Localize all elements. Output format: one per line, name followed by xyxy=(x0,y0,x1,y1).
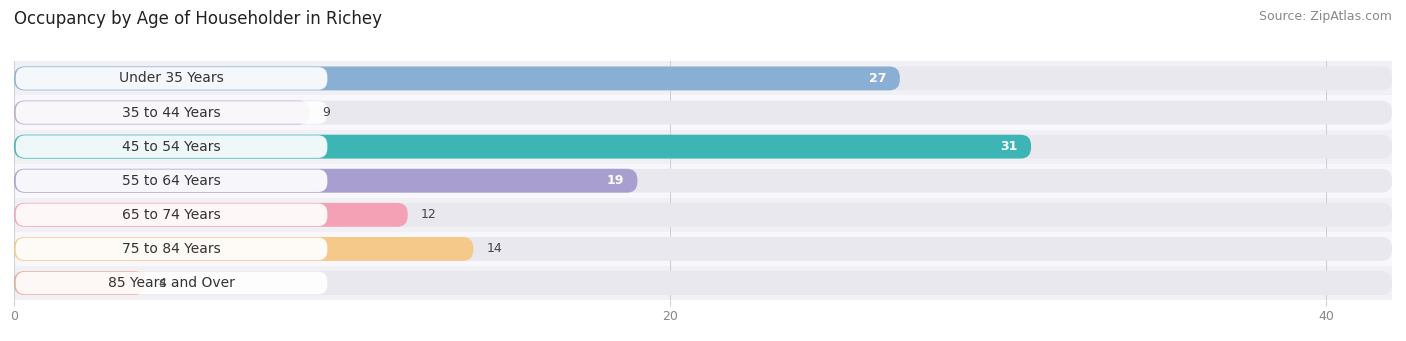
Text: 12: 12 xyxy=(420,208,437,221)
FancyBboxPatch shape xyxy=(14,66,1392,90)
FancyBboxPatch shape xyxy=(14,237,474,261)
FancyBboxPatch shape xyxy=(14,271,1392,295)
Text: 27: 27 xyxy=(869,72,887,85)
Text: 45 to 54 Years: 45 to 54 Years xyxy=(122,139,221,154)
Text: Under 35 Years: Under 35 Years xyxy=(120,71,224,86)
Text: 55 to 64 Years: 55 to 64 Years xyxy=(122,174,221,188)
FancyBboxPatch shape xyxy=(14,101,309,124)
Text: 19: 19 xyxy=(607,174,624,187)
Text: Occupancy by Age of Householder in Richey: Occupancy by Age of Householder in Riche… xyxy=(14,10,382,28)
Text: 9: 9 xyxy=(322,106,330,119)
Text: Source: ZipAtlas.com: Source: ZipAtlas.com xyxy=(1258,10,1392,23)
FancyBboxPatch shape xyxy=(14,271,145,295)
FancyBboxPatch shape xyxy=(14,135,1031,159)
FancyBboxPatch shape xyxy=(14,169,1392,193)
FancyBboxPatch shape xyxy=(14,203,408,227)
FancyBboxPatch shape xyxy=(0,232,1406,266)
Text: 35 to 44 Years: 35 to 44 Years xyxy=(122,105,221,120)
FancyBboxPatch shape xyxy=(14,66,900,90)
Text: 14: 14 xyxy=(486,242,502,255)
FancyBboxPatch shape xyxy=(15,238,328,260)
FancyBboxPatch shape xyxy=(15,101,328,124)
Text: 31: 31 xyxy=(1001,140,1018,153)
FancyBboxPatch shape xyxy=(15,204,328,226)
FancyBboxPatch shape xyxy=(14,101,1392,124)
Text: 4: 4 xyxy=(159,277,166,290)
FancyBboxPatch shape xyxy=(0,198,1406,232)
FancyBboxPatch shape xyxy=(15,135,328,158)
FancyBboxPatch shape xyxy=(15,272,328,294)
FancyBboxPatch shape xyxy=(14,203,1392,227)
FancyBboxPatch shape xyxy=(0,130,1406,164)
FancyBboxPatch shape xyxy=(0,164,1406,198)
FancyBboxPatch shape xyxy=(15,67,328,90)
FancyBboxPatch shape xyxy=(15,169,328,192)
FancyBboxPatch shape xyxy=(0,266,1406,300)
Text: 85 Years and Over: 85 Years and Over xyxy=(108,276,235,290)
FancyBboxPatch shape xyxy=(14,237,1392,261)
FancyBboxPatch shape xyxy=(0,61,1406,95)
Text: 75 to 84 Years: 75 to 84 Years xyxy=(122,242,221,256)
FancyBboxPatch shape xyxy=(14,135,1392,159)
FancyBboxPatch shape xyxy=(0,95,1406,130)
Text: 65 to 74 Years: 65 to 74 Years xyxy=(122,208,221,222)
FancyBboxPatch shape xyxy=(14,169,637,193)
